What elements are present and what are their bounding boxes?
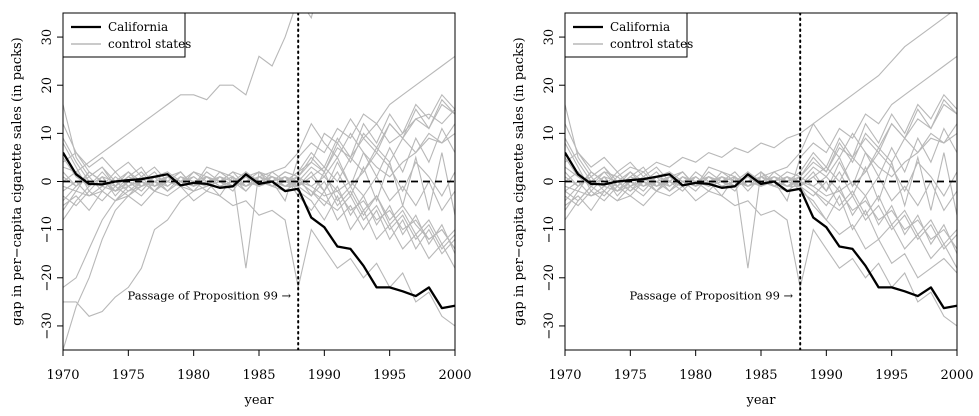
y-tick-label: 0 [542,177,557,185]
plot-area [565,13,957,350]
legend-box [564,12,688,58]
x-tick-label: 1980 [177,368,210,383]
x-axis-title: year [243,393,274,408]
y-tick-label: 0 [40,177,55,185]
chart-panel-1: 1970 1975 1980 1985 1990 1995 2000 −30 −20 −10 0 10… [10,12,472,408]
y-tick-label: −20 [542,264,557,291]
control-state-line [565,175,957,279]
y-tick-label: 30 [542,29,557,46]
x-tick-label: 1975 [112,368,145,383]
proposition-99-annotation: Passage of Proposition 99 → [630,288,794,302]
x-tick-label: 1970 [548,368,581,383]
x-tick-label: 1980 [679,368,712,383]
legend-box [62,12,186,58]
control-state-line [63,185,455,327]
control-state-line [565,185,957,327]
x-tick-label: 1970 [46,368,79,383]
x-axis-title: year [745,393,776,408]
y-tick-label: 20 [542,77,557,94]
x-tick-label: 1990 [308,368,341,383]
y-axis-title: gap in per−capita cigarette sales (in pa… [10,37,25,325]
y-tick-label: −30 [40,312,55,339]
california-line [63,152,455,310]
control-state-line [63,152,455,216]
control-state-line [565,13,952,183]
x-tick-label: 1995 [373,368,406,383]
x-tick-label: 1990 [810,368,843,383]
legend: California control states [62,12,191,58]
legend-california-label: California [108,20,168,34]
california-line [565,152,957,310]
control-state-line [565,157,957,250]
control-state-line [565,152,957,216]
legend-control-label: control states [108,37,191,51]
y-tick-label: 20 [40,77,55,94]
y-tick-label: 30 [40,29,55,46]
x-tick-label: 1985 [744,368,777,383]
legend: California control states [564,12,693,58]
y-tick-label: 10 [40,125,55,142]
x-tick-label: 2000 [438,368,471,383]
control-state-line [63,13,455,173]
plot-area [63,13,455,350]
legend-control-label: control states [610,37,693,51]
y-tick-label: −10 [40,216,55,243]
x-tick-label: 1985 [242,368,275,383]
legend-california-label: California [610,20,670,34]
x-tick-label: 1995 [875,368,908,383]
y-tick-label: −30 [542,312,557,339]
x-tick-label: 1975 [614,368,647,383]
chart-panel-2: 1970 1975 1980 1985 1990 1995 2000 −30 −20 −10 0 10… [512,12,974,408]
y-tick-label: −10 [542,216,557,243]
x-tick-label: 2000 [940,368,973,383]
proposition-99-annotation: Passage of Proposition 99 → [128,288,292,302]
y-tick-label: −20 [40,264,55,291]
y-axis-title: gap in per−capita cigarette sales (in pa… [512,37,527,325]
y-tick-label: 10 [542,125,557,142]
